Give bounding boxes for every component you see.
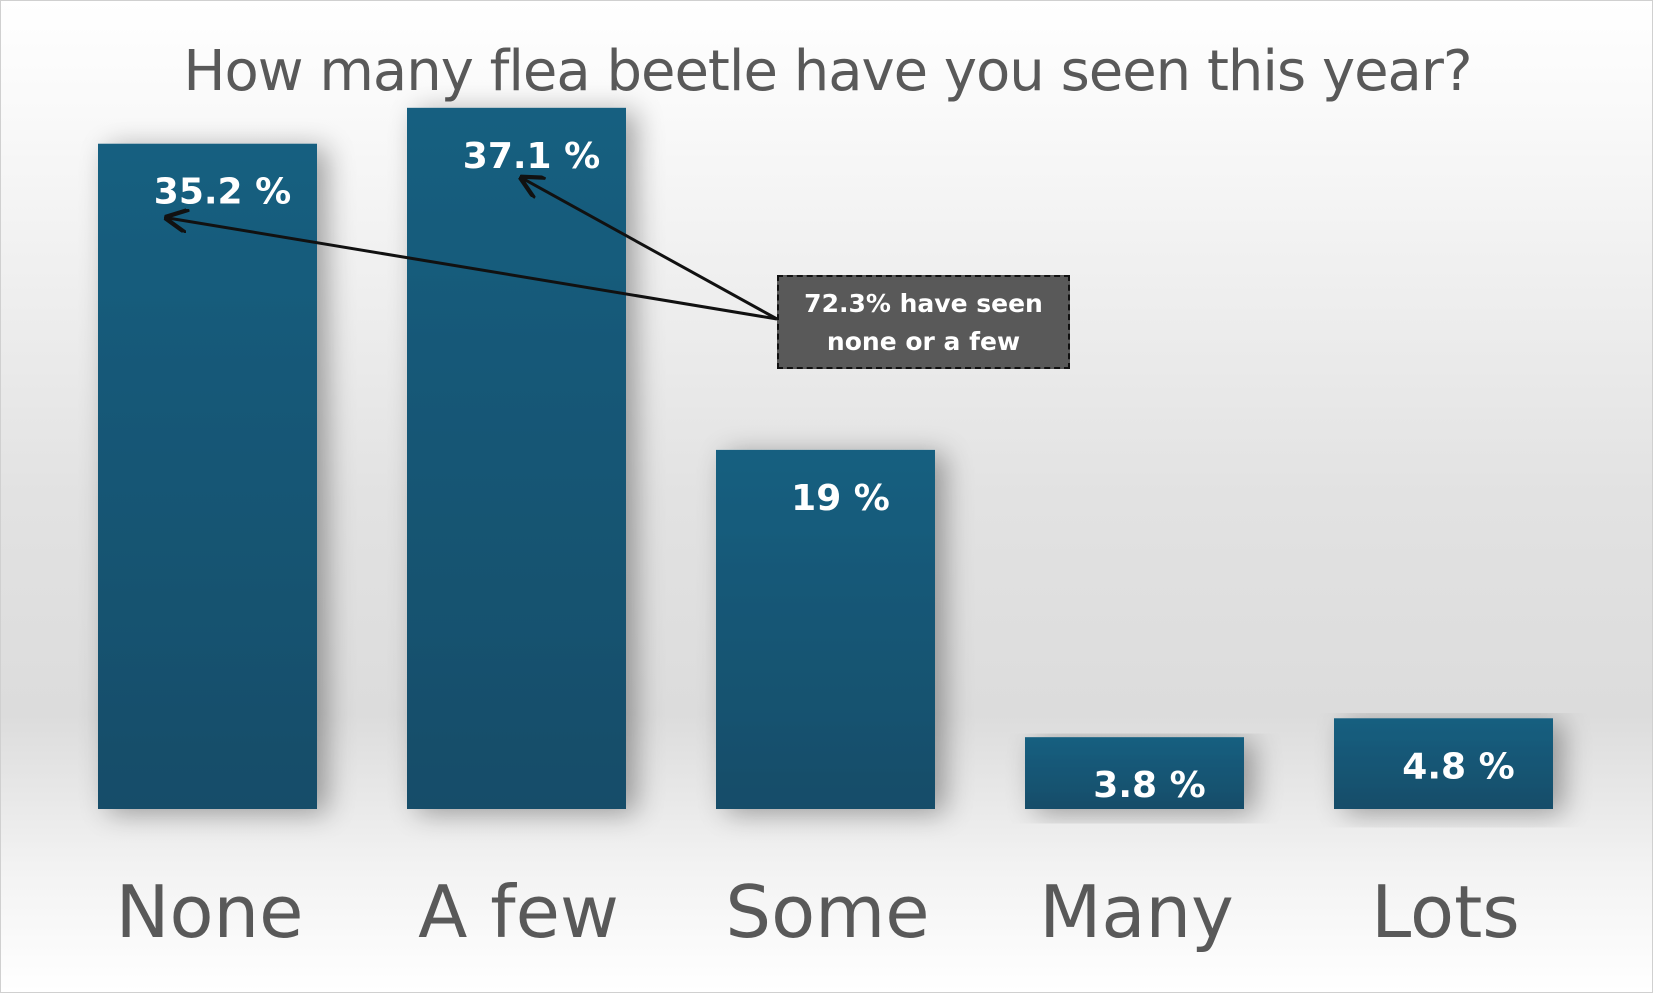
x-tick-label-a-few: A few — [418, 870, 619, 954]
annotation-line-2: none or a few — [826, 327, 1021, 356]
bar-none — [98, 143, 317, 810]
bar-lots — [1334, 718, 1553, 809]
x-tick-label-many: Many — [1039, 870, 1233, 954]
annotation-arrow-a-few — [522, 178, 778, 321]
data-label-a-few: 37.1 % — [463, 136, 600, 177]
annotation-arrow-none — [167, 218, 778, 321]
x-tick-label-none: None — [116, 870, 304, 954]
annotation-callout: 72.3% have seen none or a few — [777, 275, 1070, 369]
chart-title: How many flea beetle have you seen this … — [183, 39, 1472, 104]
data-label-many: 3.8 % — [1093, 765, 1205, 806]
data-label-some: 19 % — [791, 478, 890, 519]
x-tick-label-some: Some — [725, 870, 929, 954]
bar-many — [1025, 737, 1244, 809]
annotation-line-1: 72.3% have seen — [804, 289, 1043, 318]
bar-some — [716, 449, 935, 809]
x-tick-label-lots: Lots — [1371, 870, 1520, 954]
data-label-none: 35.2 % — [154, 172, 291, 213]
data-label-lots: 4.8 % — [1402, 746, 1514, 787]
bar-a-few — [407, 107, 626, 809]
